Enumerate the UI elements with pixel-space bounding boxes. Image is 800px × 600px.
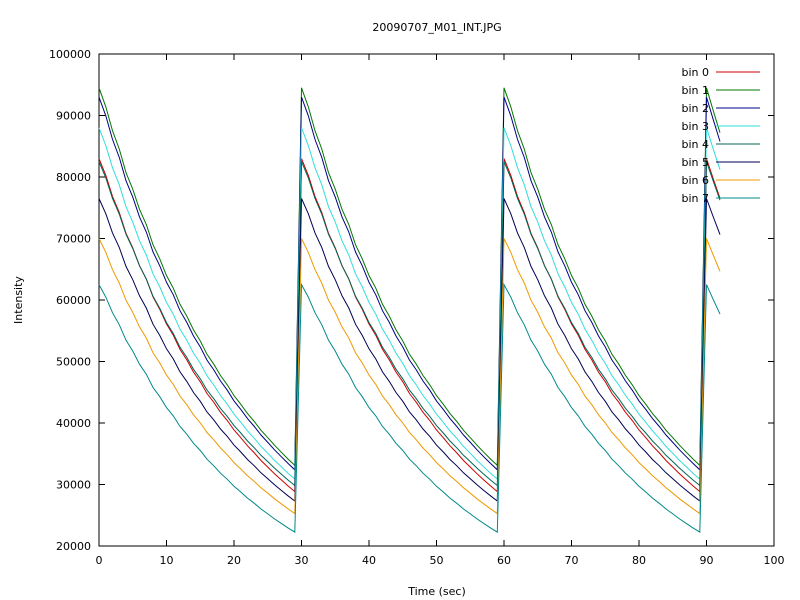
x-tick-label: 90: [700, 554, 714, 567]
y-tick-label: 90000: [56, 110, 91, 123]
x-tick-label: 100: [764, 554, 785, 567]
x-tick-label: 30: [295, 554, 309, 567]
legend-label: bin 7: [681, 192, 709, 205]
series-line-bin-1: [98, 87, 721, 467]
series-line-bin-6: [98, 238, 721, 515]
x-tick-label: 10: [160, 554, 174, 567]
series-line-bin-3: [98, 127, 721, 481]
plot-frame: [98, 53, 775, 547]
legend-label: bin 6: [681, 174, 709, 187]
legend: bin 0 bin 1 bin 2 bin 3 bin 4 bin 5 bin 6 bin 7: [681, 66, 760, 205]
axes: 0 10 20 30 40 50 60 70 80 90 100 20000 30000 40000 500…: [49, 48, 785, 567]
x-tick-label: 0: [96, 554, 103, 567]
legend-label: bin 3: [681, 120, 709, 133]
legend-label: bin 5: [681, 156, 709, 169]
x-tick-label: 40: [362, 554, 376, 567]
y-tick-label: 50000: [56, 356, 91, 369]
series-line-bin-7: [98, 282, 721, 533]
legend-label: bin 0: [681, 66, 709, 79]
x-tick-label: 20: [227, 554, 241, 567]
y-tick-label: 30000: [56, 479, 91, 492]
legend-label: bin 2: [681, 102, 709, 115]
y-tick-label: 60000: [56, 294, 91, 307]
chart-title: 20090707_M01_INT.JPG: [372, 21, 501, 34]
series-line-bin-2: [98, 96, 721, 471]
x-tick-label: 60: [497, 554, 511, 567]
y-tick-label: 40000: [56, 417, 91, 430]
y-tick-label: 20000: [56, 540, 91, 553]
y-tick-label: 70000: [56, 233, 91, 246]
series-line-bin-4: [98, 161, 721, 487]
x-tick-label: 70: [565, 554, 579, 567]
x-tick-label: 80: [632, 554, 646, 567]
x-axis-label: Time (sec): [407, 585, 466, 598]
y-tick-label: 80000: [56, 171, 91, 184]
legend-label: bin 1: [681, 84, 709, 97]
series-line-bin-0: [98, 158, 721, 493]
x-tick-label: 50: [430, 554, 444, 567]
series-layer: [98, 87, 721, 533]
series-line-bin-5: [98, 198, 721, 502]
y-tick-label: 100000: [49, 48, 91, 61]
legend-label: bin 4: [681, 138, 709, 151]
y-axis-label: Intensity: [12, 276, 25, 324]
